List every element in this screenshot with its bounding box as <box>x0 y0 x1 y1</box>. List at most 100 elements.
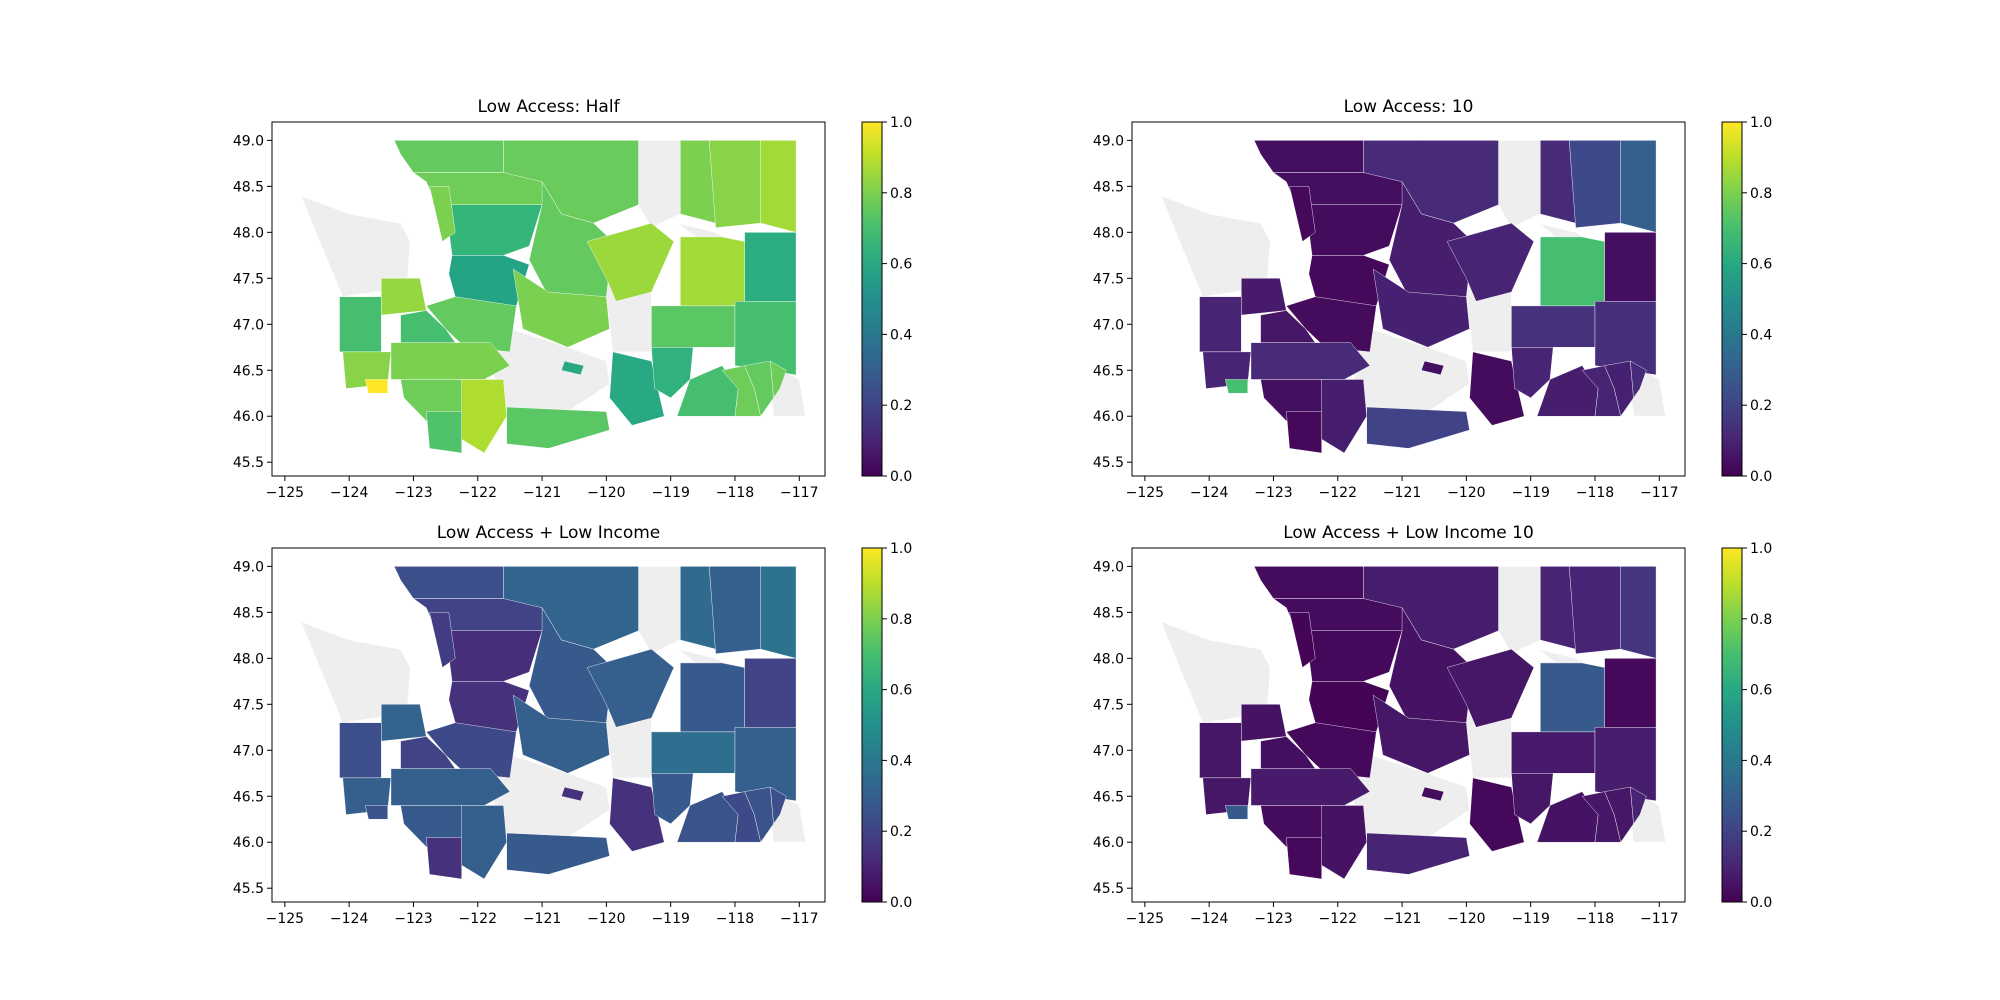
x-tick-label: −117 <box>1640 485 1678 501</box>
county-region-lincoln <box>680 662 745 733</box>
x-tick-label: −118 <box>716 911 754 927</box>
x-tick-label: −125 <box>1126 485 1164 501</box>
county-region-clark <box>1286 411 1322 454</box>
axes-frame <box>271 121 826 477</box>
county-region-benton <box>1469 777 1525 852</box>
y-tick-label: 48.5 <box>1093 605 1124 621</box>
county-region-whitman <box>734 301 797 376</box>
y-tick-label: 49.0 <box>233 559 264 575</box>
x-tick-label: −123 <box>394 911 432 927</box>
colorbar-tick-label: 0.8 <box>890 186 912 202</box>
colorbar-tick-label: 0.8 <box>1750 186 1772 202</box>
panel-title: Low Access + Low Income <box>437 523 661 543</box>
y-tick-label: 46.0 <box>1093 409 1124 425</box>
county-region-island <box>429 186 456 242</box>
x-tick-label: −124 <box>330 911 369 927</box>
y-tick-label: 48.0 <box>233 651 264 667</box>
x-tick-label: −119 <box>651 911 689 927</box>
x-tick-label: −120 <box>587 485 625 501</box>
county-region-clark <box>426 837 462 880</box>
county-region-skamania <box>461 379 507 454</box>
county-region-wahkiakum <box>364 805 388 820</box>
x-tick-label: −118 <box>1576 911 1614 927</box>
x-tick-label: −119 <box>651 485 689 501</box>
county-region-pend-oreille <box>1620 140 1657 233</box>
x-tick-label: −117 <box>780 485 818 501</box>
no-data-region <box>638 566 681 655</box>
county-region-thurston <box>1260 310 1316 343</box>
x-tick-label: −117 <box>780 911 818 927</box>
x-tick-label: −118 <box>1576 485 1614 501</box>
y-tick-label: 46.0 <box>233 835 264 851</box>
county-region-wahkiakum <box>1224 805 1248 820</box>
y-tick-label: 45.5 <box>1093 455 1124 471</box>
x-tick-label: −125 <box>1126 911 1164 927</box>
county-region-garfield <box>744 360 774 417</box>
county-region-lewis <box>390 342 511 380</box>
county-region-skamania <box>1321 379 1367 454</box>
county-region-mason <box>381 278 427 316</box>
county-region-island <box>1289 186 1316 242</box>
y-tick-label: 47.0 <box>1093 317 1124 333</box>
y-tick-label: 48.0 <box>233 225 264 241</box>
county-region-snohomish <box>445 630 543 682</box>
panel-title: Low Access: Half <box>477 97 620 117</box>
county-region-douglas <box>1446 648 1535 728</box>
no-data-region <box>300 195 411 298</box>
county-region-grays-harbor <box>339 296 382 353</box>
county-region-snohomish <box>1305 630 1403 682</box>
county-region-snohomish <box>1305 204 1403 256</box>
county-region-douglas <box>586 222 675 302</box>
y-tick-label: 48.5 <box>233 605 264 621</box>
y-tick-label: 48.5 <box>233 179 264 195</box>
y-tick-label: 47.0 <box>1093 743 1124 759</box>
y-tick-label: 49.0 <box>1093 559 1124 575</box>
county-region-skamania <box>461 805 507 880</box>
x-tick-label: −122 <box>1319 485 1357 501</box>
county-region-island <box>1289 612 1316 668</box>
y-tick-label: 48.5 <box>1093 179 1124 195</box>
county-region-mason <box>381 704 427 742</box>
colorbar-tick-label: 0.2 <box>890 398 912 414</box>
county-region-thurston <box>1260 736 1316 769</box>
axes-frame <box>271 547 826 903</box>
y-tick-label: 46.5 <box>233 363 264 379</box>
county-region-stevens <box>709 566 761 654</box>
y-tick-label: 48.0 <box>1093 651 1124 667</box>
no-data-region <box>1498 140 1541 229</box>
no-data-region <box>1498 566 1541 655</box>
county-region-mason <box>1241 704 1287 742</box>
county-region-garfield <box>1604 360 1634 417</box>
colorbar-tick-label: 0.6 <box>1750 257 1772 273</box>
y-tick-label: 49.0 <box>233 133 264 149</box>
county-region-asotin <box>1630 360 1647 399</box>
county-region-clark <box>426 411 462 454</box>
x-tick-label: −125 <box>266 485 304 501</box>
x-tick-label: −122 <box>459 911 497 927</box>
x-tick-label: −123 <box>394 485 432 501</box>
county-region-mason <box>1241 278 1287 316</box>
county-region-whitman <box>734 727 797 802</box>
county-region-wahkiakum <box>1224 379 1248 394</box>
county-region-asotin <box>1630 786 1647 825</box>
colorbar-tick-label: 0.0 <box>890 895 912 911</box>
colorbar <box>1721 121 1743 477</box>
county-region-yakima-part <box>1421 786 1445 802</box>
x-tick-label: −120 <box>587 911 625 927</box>
y-tick-label: 49.0 <box>1093 133 1124 149</box>
county-region-lewis <box>390 768 511 806</box>
colorbar <box>861 121 883 477</box>
y-tick-label: 47.5 <box>1093 697 1124 713</box>
county-region-wahkiakum <box>364 379 388 394</box>
county-region-island <box>429 612 456 668</box>
county-region-stevens <box>1569 140 1621 228</box>
x-tick-label: −122 <box>459 485 497 501</box>
x-tick-label: −123 <box>1254 911 1292 927</box>
county-region-lincoln <box>680 236 745 307</box>
county-region-benton <box>609 351 665 426</box>
x-tick-label: −121 <box>1383 485 1421 501</box>
y-tick-label: 46.0 <box>233 409 264 425</box>
x-tick-label: −122 <box>1319 911 1357 927</box>
county-region-adams <box>651 731 736 774</box>
